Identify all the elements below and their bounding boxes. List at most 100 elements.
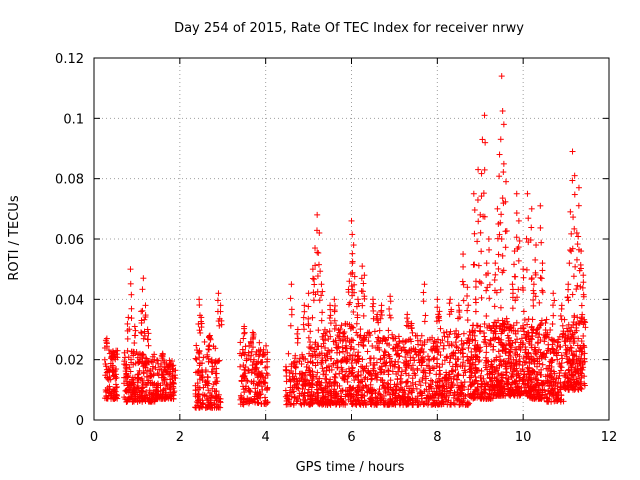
data-point [124, 398, 131, 405]
data-point [515, 257, 522, 264]
data-point [301, 308, 308, 315]
data-point [123, 387, 130, 394]
data-point [138, 329, 145, 336]
data-point [250, 344, 257, 351]
data-point [127, 266, 134, 273]
data-point [196, 296, 203, 303]
data-point [537, 274, 544, 281]
data-point [300, 314, 307, 321]
data-point [378, 302, 385, 309]
data-point [152, 364, 159, 371]
data-point [142, 398, 149, 405]
data-point [162, 368, 169, 375]
data-point [214, 297, 221, 304]
data-point [138, 392, 145, 399]
data-point [569, 148, 576, 155]
data-point [202, 368, 209, 375]
data-point [466, 328, 473, 335]
data-point [138, 375, 145, 382]
data-point [420, 289, 427, 296]
data-point [156, 393, 163, 400]
data-point [217, 302, 224, 309]
data-point [385, 327, 392, 334]
data-point [370, 307, 377, 314]
data-point [359, 263, 366, 270]
data-point [245, 367, 252, 374]
data-point [353, 320, 360, 327]
data-point [128, 305, 135, 312]
data-point [397, 375, 404, 382]
data-point [124, 347, 131, 354]
data-point [575, 202, 582, 209]
data-point [529, 316, 536, 323]
data-point [414, 365, 421, 372]
data-point [349, 250, 356, 257]
data-point [140, 387, 147, 394]
data-point [138, 319, 145, 326]
data-point [539, 361, 546, 368]
data-point [580, 279, 587, 286]
data-point [557, 312, 564, 319]
data-point [490, 343, 497, 350]
data-point [149, 396, 156, 403]
data-point [168, 381, 175, 388]
data-point [208, 392, 215, 399]
data-point [319, 288, 326, 295]
data-point [128, 359, 135, 366]
data-point [471, 261, 478, 268]
data-point [203, 393, 210, 400]
data-point [327, 312, 334, 319]
data-point [121, 349, 128, 356]
data-point [112, 375, 119, 382]
data-point [244, 399, 251, 406]
y-tick-label: 0.08 [55, 173, 84, 188]
data-point [530, 287, 537, 294]
data-point [486, 295, 493, 302]
data-point [128, 315, 135, 322]
data-point [471, 207, 478, 214]
data-point [131, 340, 138, 347]
data-point [141, 316, 148, 323]
data-point [376, 386, 383, 393]
data-point [496, 357, 503, 364]
data-point [146, 358, 153, 365]
data-point [217, 398, 224, 405]
data-point [253, 360, 260, 367]
data-point [144, 326, 151, 333]
data-point [197, 360, 204, 367]
data-point [112, 384, 119, 391]
data-point [418, 389, 425, 396]
data-point [106, 373, 113, 380]
data-point [305, 303, 312, 310]
data-point [497, 286, 504, 293]
data-point [370, 300, 377, 307]
data-point [196, 395, 203, 402]
data-point [205, 395, 212, 402]
data-point [248, 369, 255, 376]
data-point [241, 351, 248, 358]
data-point [215, 404, 222, 411]
data-point [149, 379, 156, 386]
data-point [559, 322, 566, 329]
data-point [572, 263, 579, 270]
data-point [302, 355, 309, 362]
data-point [211, 388, 218, 395]
data-point [499, 252, 506, 259]
data-point [549, 302, 556, 309]
data-point [171, 388, 178, 395]
data-point [418, 332, 425, 339]
data-point [145, 342, 152, 349]
data-point [561, 316, 568, 323]
data-point [574, 282, 581, 289]
data-point [241, 329, 248, 336]
data-point [132, 332, 139, 339]
data-point [131, 323, 138, 330]
data-point [511, 261, 518, 268]
data-point [146, 387, 153, 394]
data-point [151, 351, 158, 358]
data-point [256, 339, 263, 346]
data-point [474, 238, 481, 245]
data-point [129, 390, 136, 397]
data-point [248, 352, 255, 359]
data-point [237, 363, 244, 370]
